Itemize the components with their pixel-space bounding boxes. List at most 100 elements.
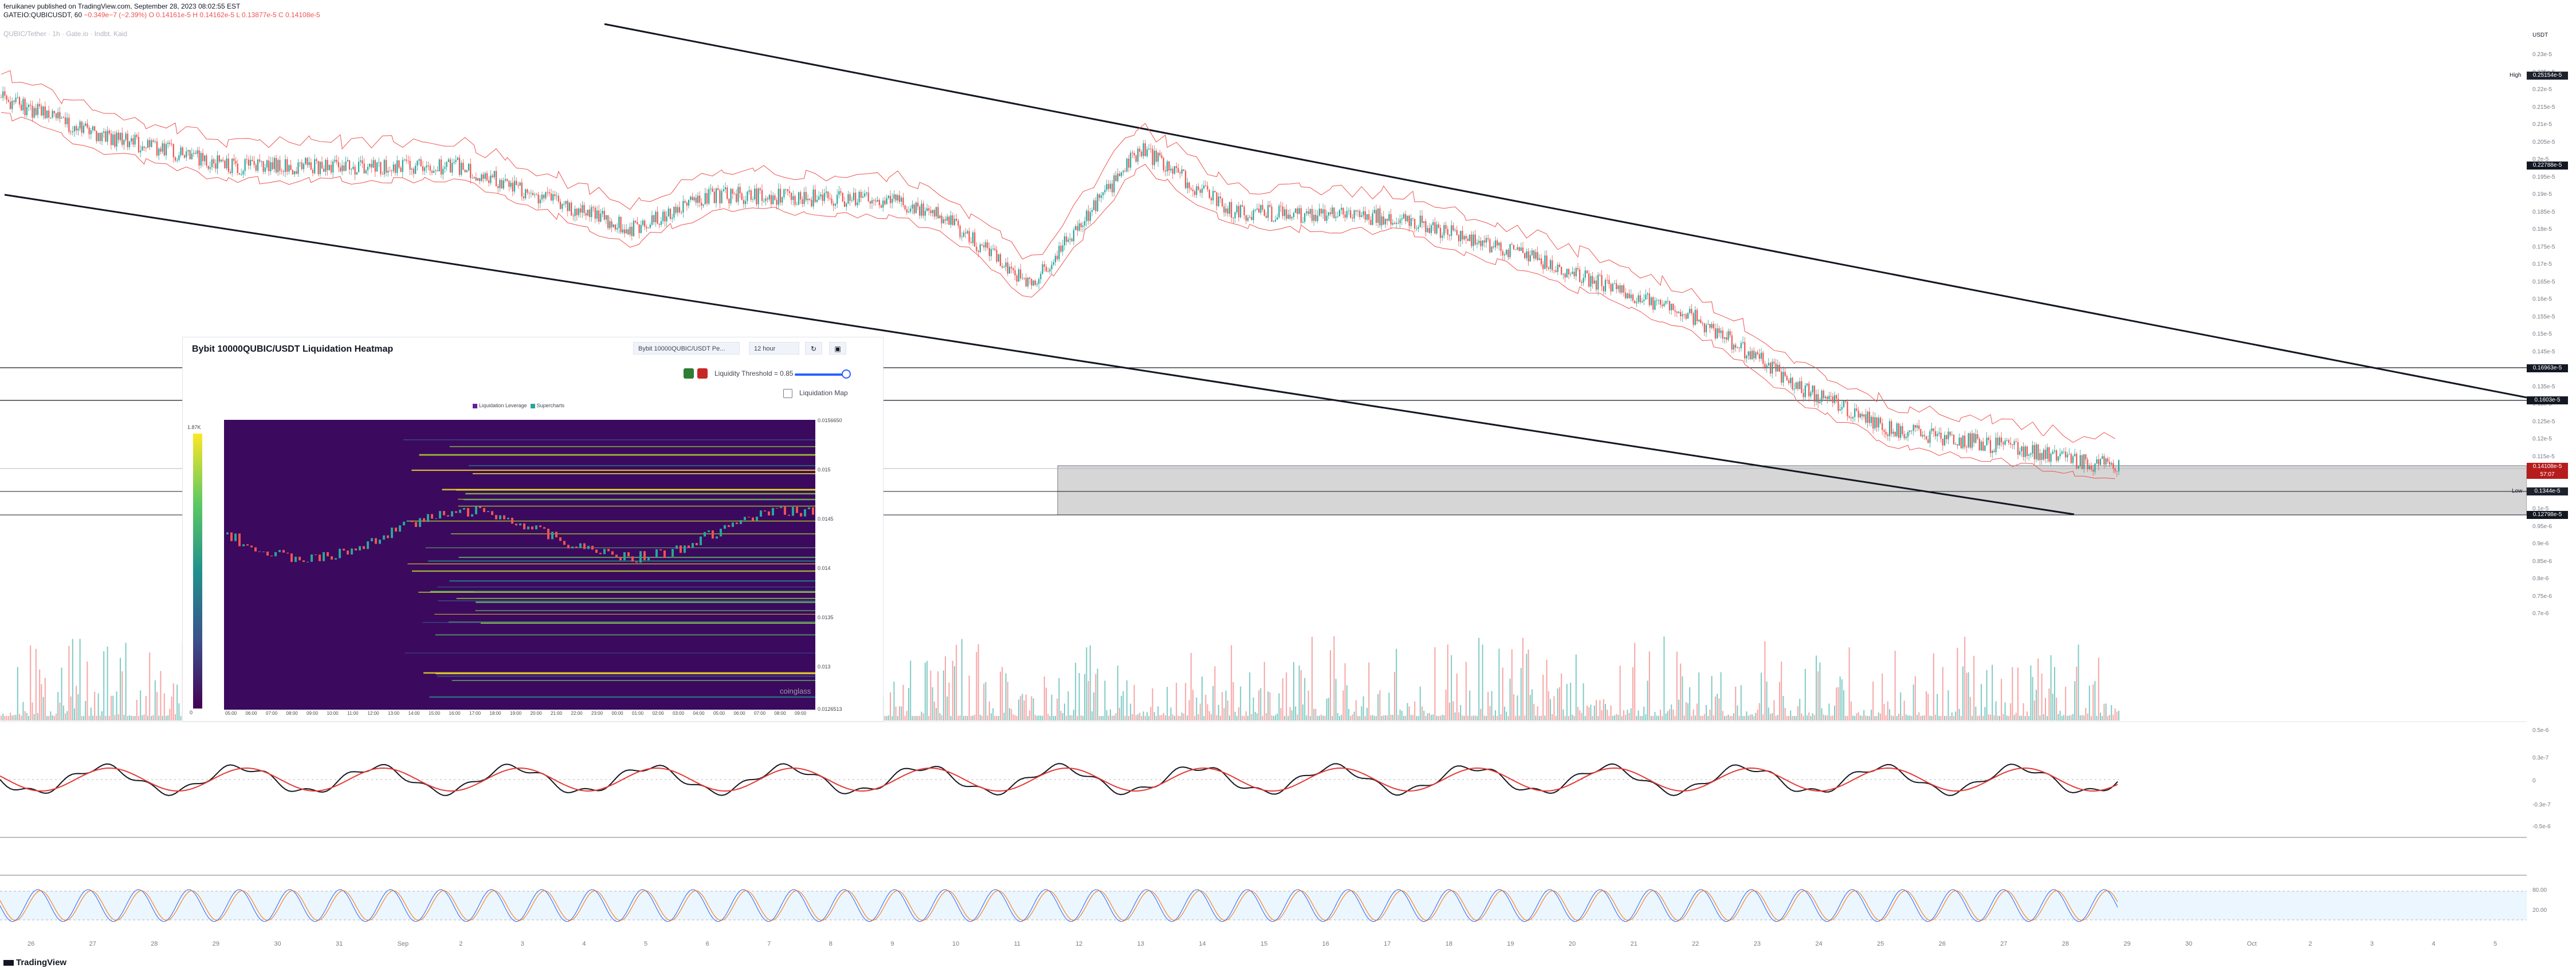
time-label: 13 bbox=[1137, 940, 1145, 947]
publish-info: feruikanev published on TradingView.com,… bbox=[3, 2, 241, 10]
time-axis[interactable]: 26 27 28 29 30 31 Sep 2 3 4 5 6 7 8 9 10 11 12 13 14 15 16 17 1… bbox=[0, 939, 2527, 951]
countdown-tag: 57:07 bbox=[2527, 471, 2568, 479]
range-select[interactable]: 12 hour bbox=[749, 342, 799, 355]
legend-supercharts-swatch bbox=[530, 403, 535, 408]
threshold-slider[interactable] bbox=[795, 373, 850, 376]
price-label: 0.22e-5 bbox=[2532, 86, 2552, 93]
heatmap-x-label: 04:00 bbox=[693, 711, 705, 716]
main-chart-canvas[interactable] bbox=[0, 0, 2527, 951]
time-label: 4 bbox=[582, 940, 586, 947]
price-label: 0.17e-5 bbox=[2532, 261, 2552, 267]
time-label: 26 bbox=[1938, 940, 1946, 947]
time-label: 5 bbox=[2493, 940, 2498, 947]
price-label: 0.16e-5 bbox=[2532, 296, 2552, 302]
price-label: 0.8e-6 bbox=[2532, 576, 2549, 582]
time-label: 31 bbox=[336, 940, 343, 947]
symbol-description: QUBIC/Tether · 1h · Gate.io · Indbt. Kai… bbox=[3, 30, 128, 38]
price-tag-22788: 0.22788e-5 bbox=[2527, 162, 2568, 170]
price-label: 0.85e-6 bbox=[2532, 558, 2552, 565]
heatmap-x-label: 09:00 bbox=[307, 711, 319, 716]
price-label: 0.15e-5 bbox=[2532, 331, 2552, 337]
heatmap-x-label: 21:00 bbox=[551, 711, 563, 716]
refresh-button[interactable]: ↻ bbox=[805, 342, 822, 355]
time-label: 27 bbox=[89, 940, 96, 947]
price-label: 0.135e-5 bbox=[2532, 383, 2555, 390]
current-price-tag: 0.14108e-5 bbox=[2527, 463, 2568, 471]
price-label: 0.2e-5 bbox=[2532, 156, 2549, 163]
time-label: Sep bbox=[397, 940, 409, 947]
heatmap-x-label: 23:00 bbox=[591, 711, 603, 716]
heatmap-x-label: 06:00 bbox=[733, 711, 745, 716]
time-label: 28 bbox=[151, 940, 158, 947]
price-label: 0.175e-5 bbox=[2532, 243, 2555, 250]
heatmap-y-label: 0.0156650 bbox=[818, 418, 842, 423]
camera-button[interactable]: ▣ bbox=[829, 342, 846, 355]
price-label: 0.12e-5 bbox=[2532, 436, 2552, 442]
price-label: 0.23e-5 bbox=[2532, 52, 2552, 58]
time-label: Oct bbox=[2247, 940, 2257, 947]
long-color-swatch[interactable] bbox=[684, 368, 694, 379]
time-label: 16 bbox=[1322, 940, 1329, 947]
price-label: 0.7e-6 bbox=[2532, 611, 2549, 617]
low-label: Low bbox=[2512, 488, 2523, 494]
heatmap-x-label: 13:00 bbox=[388, 711, 400, 716]
tradingview-logo[interactable]: TradingView bbox=[3, 958, 66, 967]
liquidation-map-checkbox[interactable] bbox=[783, 389, 792, 398]
legend-leverage-swatch bbox=[473, 403, 477, 408]
time-label: 4 bbox=[2432, 940, 2436, 947]
symbol-label: GATEIO:QUBICUSDT, 60 bbox=[3, 11, 83, 19]
time-label: 2 bbox=[459, 940, 463, 947]
price-label: 0.21e-5 bbox=[2532, 121, 2552, 128]
legend-leverage: Liquidation Leverage bbox=[479, 403, 527, 408]
heatmap-area[interactable] bbox=[224, 420, 815, 710]
low-value-tag: 0.1344e-5 bbox=[2527, 487, 2568, 495]
heatmap-x-label: 20:00 bbox=[530, 711, 542, 716]
time-label: 14 bbox=[1199, 940, 1206, 947]
time-label: 27 bbox=[2000, 940, 2008, 947]
price-label: 0.1e-5 bbox=[2532, 506, 2549, 512]
time-label: 12 bbox=[1075, 940, 1083, 947]
candlestick-series bbox=[0, 86, 2120, 477]
price-label: 0.95e-6 bbox=[2532, 523, 2552, 530]
heatmap-x-label: 10:00 bbox=[327, 711, 339, 716]
trendline-lower[interactable] bbox=[4, 194, 2075, 515]
heatmap-x-label: 07:00 bbox=[754, 711, 766, 716]
price-label: 0.9e-6 bbox=[2532, 541, 2549, 547]
time-label: 21 bbox=[1630, 940, 1638, 947]
time-label: 29 bbox=[212, 940, 220, 947]
trendline-upper[interactable] bbox=[604, 23, 2527, 399]
time-label: 23 bbox=[1753, 940, 1761, 947]
heatmap-x-label: 09:00 bbox=[795, 711, 807, 716]
heatmap-panel: Bybit 10000QUBIC/USDT Liquidation Heatma… bbox=[182, 337, 883, 722]
coinglass-watermark: coinglass bbox=[780, 687, 811, 695]
osc-label: 0 bbox=[2532, 778, 2536, 784]
legend-supercharts: Supercharts bbox=[536, 403, 565, 408]
heatmap-x-label: 07:00 bbox=[266, 711, 278, 716]
time-label: 25 bbox=[1877, 940, 1884, 947]
time-label: 22 bbox=[1692, 940, 1699, 947]
colorbar-max: 1.87K bbox=[187, 424, 201, 430]
threshold-slider-knob[interactable] bbox=[842, 369, 851, 379]
price-label: 0.205e-5 bbox=[2532, 139, 2555, 145]
heatmap-x-label: 15:00 bbox=[429, 711, 441, 716]
heatmap-x-label: 06:00 bbox=[245, 711, 257, 716]
pair-select[interactable]: Bybit 10000QUBIC/USDT Pe... bbox=[633, 342, 740, 355]
price-label: 0.215e-5 bbox=[2532, 104, 2555, 111]
demand-zone[interactable] bbox=[1057, 465, 2527, 515]
heatmap-y-label: 0.0135 bbox=[818, 615, 834, 620]
heatmap-x-label: 11:00 bbox=[347, 711, 359, 716]
heatmap-x-label: 08:00 bbox=[774, 711, 786, 716]
price-axis[interactable]: USDT 0.23e-50.225e-50.22e-50.215e-50.21e… bbox=[2510, 0, 2576, 951]
camera-icon: ▣ bbox=[834, 345, 841, 353]
stoch-band bbox=[0, 891, 2527, 920]
heatmap-x-label: 16:00 bbox=[449, 711, 461, 716]
price-tag-12798: 0.12798e-5 bbox=[2527, 511, 2568, 519]
time-label: 15 bbox=[1260, 940, 1268, 947]
heatmap-x-label: 18:00 bbox=[489, 711, 501, 716]
price-label: 0.75e-6 bbox=[2532, 593, 2552, 600]
ohlc-values: O 0.14161e-5 H 0.14162e-5 L 0.13877e-5 C… bbox=[148, 11, 320, 19]
short-color-swatch[interactable] bbox=[697, 368, 708, 379]
price-label: 0.145e-5 bbox=[2532, 348, 2555, 355]
heatmap-x-label: 05:00 bbox=[225, 711, 237, 716]
time-label: 5 bbox=[644, 940, 648, 947]
